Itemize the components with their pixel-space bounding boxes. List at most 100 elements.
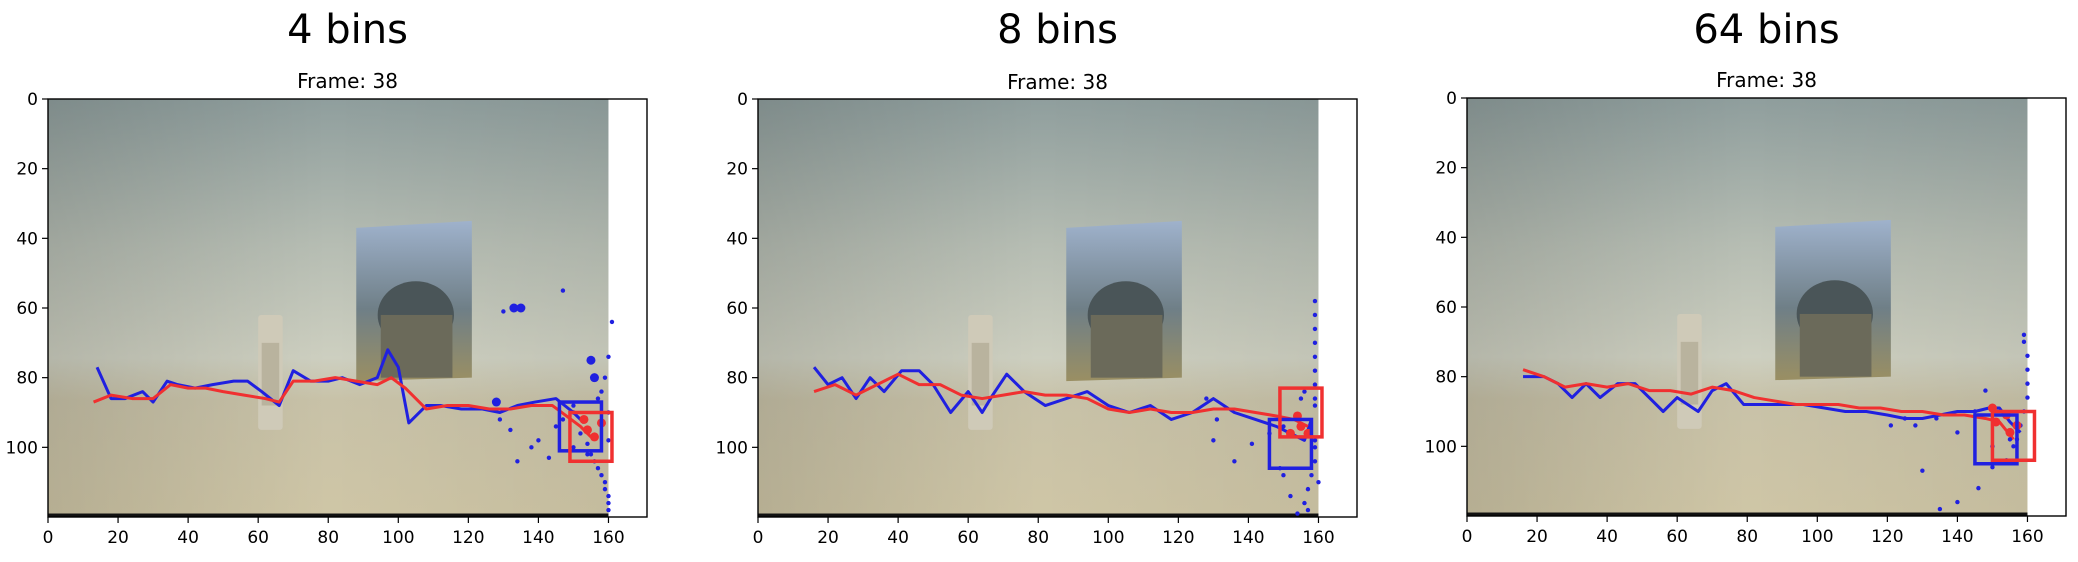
y-tick-label: 0: [1446, 89, 1457, 109]
bottle-label: [261, 342, 280, 406]
y-tick-label: 40: [16, 229, 38, 249]
frame-bottom-edge: [1467, 512, 2028, 516]
data-point: [1309, 473, 1314, 478]
x-tick-label: 60: [957, 528, 979, 548]
data-point: [2025, 353, 2030, 358]
data-point: [606, 354, 611, 359]
x-tick-label: 120: [452, 528, 484, 548]
data-point: [1312, 438, 1318, 443]
data-point: [609, 319, 615, 325]
poster-building: [1799, 313, 1872, 377]
data-point: [1312, 459, 1318, 464]
data-point: [515, 459, 520, 464]
y-tick-label: 80: [726, 369, 748, 389]
x-tick-label: 60: [247, 528, 269, 548]
data-point: [1990, 465, 1995, 470]
bottle-label: [971, 342, 990, 406]
x-tick-label: 120: [1871, 527, 1903, 547]
data-point: [595, 466, 601, 471]
x-tick-label: 140: [1232, 528, 1264, 548]
data-point: [536, 438, 541, 443]
trajectory-line-0: [812, 366, 1313, 442]
data-point: [2011, 444, 2016, 449]
data-point: [1972, 409, 1978, 414]
frame-bottom-edge: [758, 513, 1319, 517]
tracking-box-0: [557, 400, 604, 453]
data-point: [1204, 396, 1209, 401]
x-tick-label: 40: [1596, 527, 1618, 547]
x-tick-label: 40: [887, 528, 909, 548]
data-point: [606, 507, 611, 513]
y-tick-label: 40: [726, 229, 748, 249]
y-tick-label: 0: [737, 90, 748, 110]
data-point: [1298, 396, 1304, 401]
x-tick-label: 140: [1941, 527, 1973, 547]
y-tick-label: 60: [1435, 298, 1457, 318]
trajectory-line-0: [95, 348, 586, 425]
data-point: [606, 438, 611, 443]
data-point: [491, 397, 501, 407]
data-point: [546, 455, 552, 460]
data-point: [606, 493, 611, 499]
poster-building: [380, 314, 453, 378]
data-point: [1934, 416, 1939, 421]
data-point: [602, 375, 608, 380]
x-tick-label: 40: [177, 528, 199, 548]
data-point: [1312, 368, 1318, 373]
x-tick-label: 20: [107, 528, 129, 548]
data-point: [602, 479, 608, 485]
y-tick-label: 20: [1435, 159, 1457, 179]
data-point: [553, 424, 559, 429]
data-point: [1288, 493, 1293, 499]
data-point: [582, 425, 592, 435]
data-point: [1312, 396, 1318, 401]
data-point: [2005, 427, 2015, 437]
video-frame-image: [1467, 98, 2028, 516]
data-point: [606, 500, 611, 506]
data-point: [516, 303, 526, 313]
y-tick-label: 60: [726, 299, 748, 319]
x-tick-label: 80: [1736, 527, 1758, 547]
data-point: [1295, 511, 1300, 516]
data-point: [571, 403, 576, 408]
chart-subtitle: Frame: 38: [1007, 70, 1108, 94]
particle-points-3: [491, 303, 599, 407]
y-tick-label: 100: [716, 438, 748, 458]
data-point: [599, 389, 604, 394]
x-tick-label: 160: [1302, 528, 1334, 548]
x-tick-label: 100: [382, 528, 414, 548]
data-point: [579, 414, 589, 424]
data-point: [602, 486, 608, 492]
data-point: [578, 431, 583, 436]
data-point: [508, 427, 513, 433]
data-point: [1955, 430, 1960, 435]
data-point: [2025, 395, 2030, 400]
video-frame-image: [758, 99, 1319, 517]
chart-panel-3: 64 bins Frame: 38 0 20 40 60 80 100 120 140 160 0 20…: [1425, 7, 2067, 547]
data-point: [1312, 312, 1318, 318]
x-tick-label: 100: [1092, 528, 1124, 548]
data-point: [599, 473, 604, 478]
x-tick-label: 20: [1526, 527, 1548, 547]
x-tick-label: 160: [2011, 527, 2043, 547]
data-point: [1296, 421, 1306, 431]
data-point: [585, 441, 590, 447]
frame-bottom-edge: [48, 513, 609, 517]
data-point: [1913, 423, 1918, 428]
y-tick-label: 60: [16, 299, 38, 319]
data-point: [588, 452, 594, 457]
poster-building: [1090, 314, 1163, 378]
data-point: [1214, 417, 1220, 422]
data-point: [1312, 354, 1318, 359]
data-point: [1232, 459, 1237, 464]
data-point: [1302, 500, 1307, 506]
chart-title: 4 bins: [287, 7, 408, 53]
data-point: [1305, 486, 1311, 492]
data-point: [2007, 437, 2013, 442]
data-point: [1937, 506, 1943, 512]
data-point: [501, 309, 506, 314]
y-tick-label: 80: [16, 369, 38, 389]
data-point: [1312, 298, 1318, 304]
x-tick-label: 60: [1666, 527, 1688, 547]
